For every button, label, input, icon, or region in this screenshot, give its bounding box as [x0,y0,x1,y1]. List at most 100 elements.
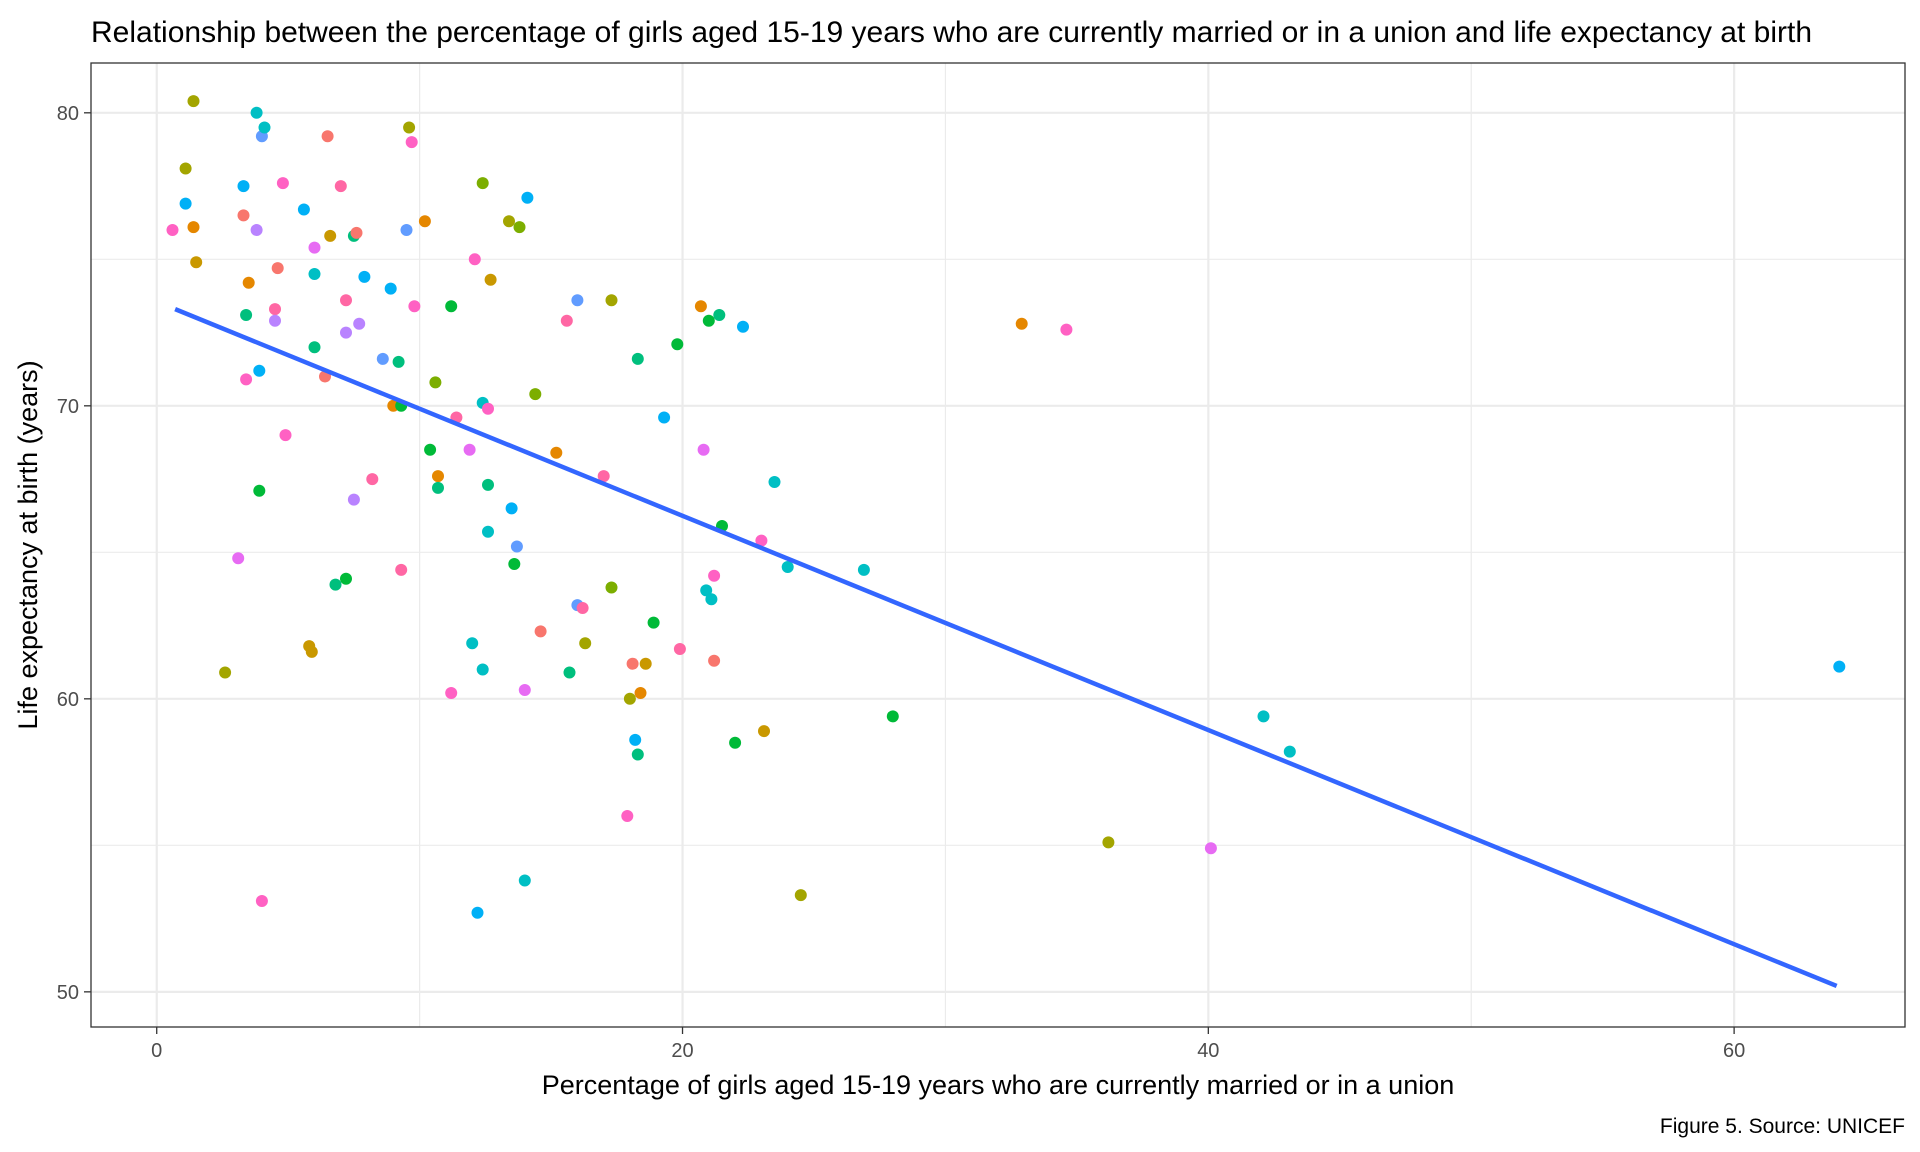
data-point [621,810,634,822]
data-point [269,303,281,316]
data-point [429,376,442,389]
data-point [781,561,794,573]
data-point [329,578,342,591]
data-point [626,657,639,670]
data-point [305,645,318,658]
data-point [187,95,200,108]
data-point [571,294,584,307]
trend-line [174,307,1838,989]
data-point [258,121,271,134]
data-point [1015,317,1028,330]
data-point [694,300,707,313]
x-tick-label: 20 [671,1040,693,1062]
data-point [340,572,352,585]
data-point [179,197,192,210]
data-point [534,625,547,638]
chart-caption: Figure 5. Source: UNICEF [1660,1115,1905,1138]
data-point [647,616,660,629]
data-point [886,710,899,723]
data-point [334,180,347,193]
data-point [340,326,352,339]
data-point [737,320,749,333]
y-axis: 50 60 70 80 [57,103,91,1004]
data-point [857,563,870,576]
data-point [705,593,718,606]
data-point [605,294,618,307]
data-point [232,552,245,565]
data-point [432,481,444,494]
data-point [482,525,494,538]
data-point [768,476,781,488]
data-point [321,130,334,143]
data-point [713,309,726,321]
data-point [700,584,713,597]
data-point [631,352,644,365]
data-point [550,446,563,459]
data-point [255,895,268,907]
plot-panel [91,63,1905,1027]
data-point [521,191,534,204]
data-point [518,684,531,696]
data-point [729,736,742,749]
data-point [1283,745,1296,758]
data-point [403,121,416,134]
data-point [276,177,289,190]
data-point [513,221,526,234]
y-axis-title: Life expectancy at birth (years) [13,360,43,729]
data-point [219,666,232,679]
data-point [376,352,389,365]
y-tick-label: 70 [57,396,79,418]
data-point [253,484,266,497]
data-point [358,270,371,283]
data-point [187,221,200,234]
data-point [708,654,721,667]
y-tick-label: 60 [57,689,79,711]
data-point [1204,842,1217,855]
data-point [253,364,266,377]
plot-border [90,62,1906,1028]
data-point [308,341,321,354]
data-point [308,268,321,280]
data-points [166,95,1846,919]
data-point [708,569,721,582]
x-axis: 0 20 40 60 [151,1027,1745,1062]
data-point [366,473,379,486]
data-point [240,309,253,321]
x-tick-label: 0 [151,1040,162,1062]
grid-major [91,63,1905,1027]
data-point [384,282,397,295]
data-point [529,388,542,401]
data-point [605,581,618,594]
data-point [445,687,458,699]
data-point [639,657,652,670]
data-point [597,470,610,483]
data-point [508,558,521,570]
data-point [400,224,413,236]
chart-title: Relationship between the percentage of g… [91,16,1812,49]
data-point [279,429,292,442]
data-point [405,136,418,149]
data-point [240,373,253,386]
data-point [631,748,644,761]
data-point [673,643,686,655]
data-point [560,314,573,327]
data-point [308,241,321,254]
data-point [392,355,405,368]
data-point [340,294,352,307]
data-point [418,215,431,228]
data-point [634,687,647,699]
data-point [237,180,250,193]
data-point [623,692,636,705]
data-point [463,443,476,456]
data-point [297,203,310,216]
data-point [576,602,589,614]
data-point [1102,836,1115,849]
data-point [271,262,284,275]
data-point [482,478,494,491]
data-point [347,493,360,506]
data-point [755,534,768,547]
data-point [468,253,481,266]
data-point [269,314,281,327]
data-point [629,733,642,746]
